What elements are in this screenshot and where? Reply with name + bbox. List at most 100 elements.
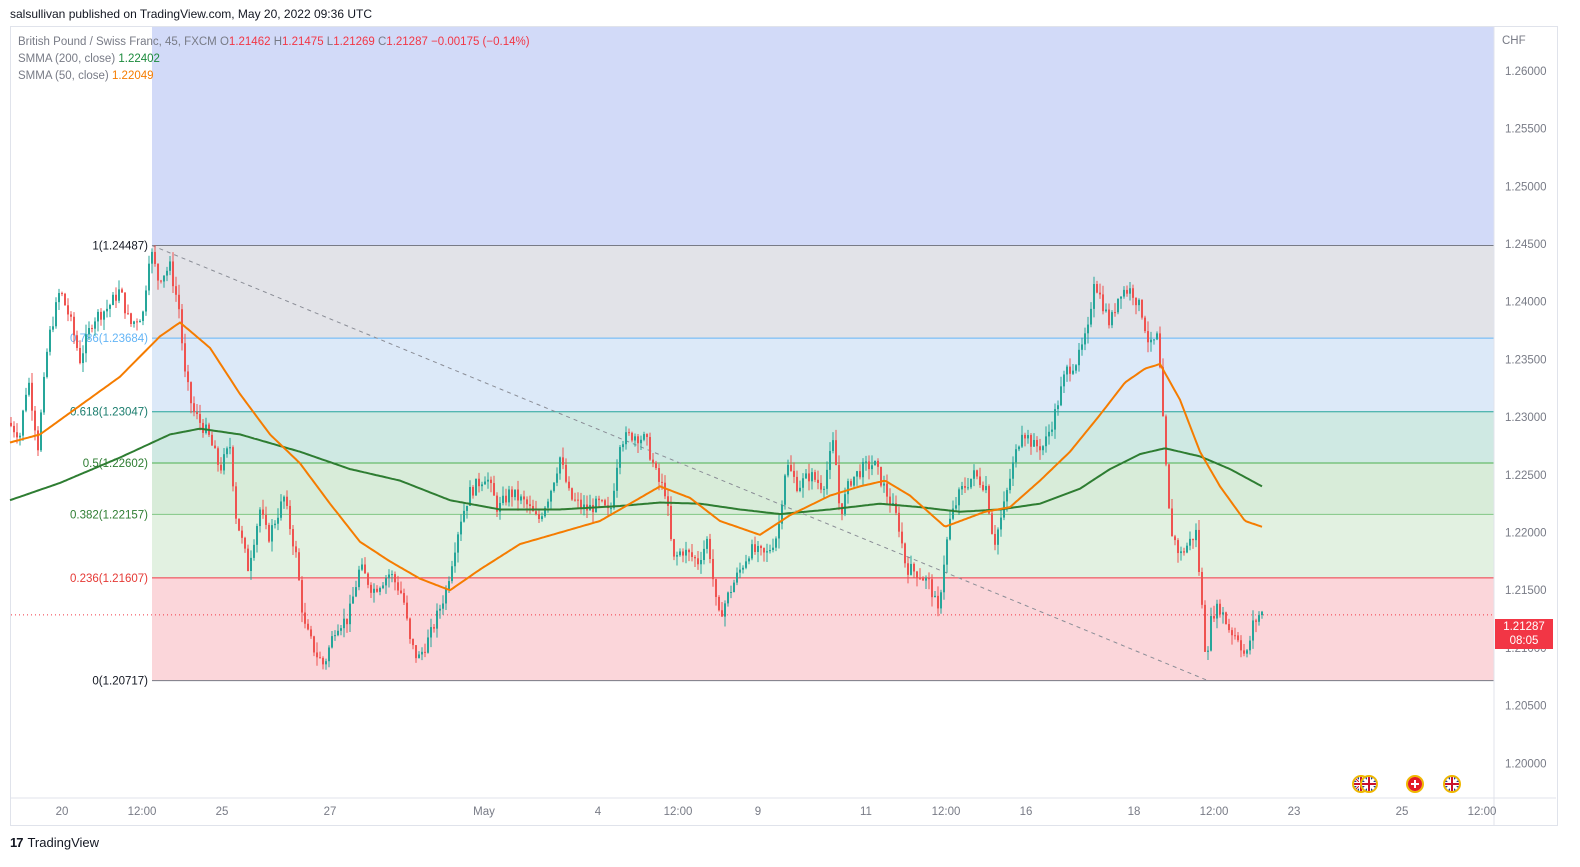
candle-body — [1078, 349, 1080, 366]
published-line: salsullivan published on TradingView.com… — [10, 7, 372, 21]
candle-body — [547, 501, 549, 508]
candle-body — [49, 329, 51, 352]
candle-body — [697, 558, 699, 565]
candle-body — [481, 484, 483, 487]
candle-body — [769, 550, 771, 552]
candle-body — [421, 651, 423, 655]
candle-body — [1147, 331, 1149, 343]
candle-body — [163, 275, 165, 282]
candle-body — [847, 481, 849, 495]
candle-body — [487, 479, 489, 482]
candle-body — [826, 469, 828, 489]
candle-body — [1045, 436, 1047, 447]
fib-label-0.786: 0.786(1.23684) — [70, 333, 148, 345]
candle-body — [253, 544, 255, 558]
candle-body — [94, 321, 96, 329]
candle-body — [58, 293, 60, 303]
candle-body — [772, 547, 774, 551]
candle-body — [220, 464, 222, 471]
candle-body — [25, 394, 27, 411]
legend-change: −0.00175 (−0.14%) — [431, 36, 530, 48]
time-tick-label: 25 — [216, 806, 229, 818]
candle-body — [1165, 416, 1167, 465]
candle-body — [1006, 490, 1008, 502]
candle-body — [580, 499, 582, 508]
candle-body — [316, 652, 318, 658]
candle-body — [304, 612, 306, 624]
candle-body — [502, 495, 504, 503]
candle-body — [334, 635, 336, 637]
legend-o-label: O — [219, 36, 229, 48]
candle-body — [265, 514, 267, 525]
fib-label-0.236: 0.236(1.21607) — [70, 573, 148, 585]
candle-body — [13, 425, 15, 433]
candle-body — [229, 447, 231, 449]
candle-body — [169, 261, 171, 271]
candle-body — [466, 505, 468, 511]
candle-body — [1051, 429, 1053, 432]
candle-body — [1030, 435, 1032, 447]
candle-body — [148, 263, 150, 291]
candle-body — [538, 514, 540, 520]
candle-body — [622, 444, 624, 448]
candle-body — [202, 422, 204, 433]
candle-body — [310, 629, 312, 637]
candle-body — [160, 280, 162, 282]
swiss-flag-icon[interactable] — [1406, 775, 1424, 793]
candle-body — [364, 564, 366, 574]
candle-body — [1063, 374, 1065, 387]
candle-body — [496, 495, 498, 512]
candle-body — [1195, 529, 1197, 541]
candle-body — [1150, 339, 1152, 343]
candle-body — [70, 314, 72, 317]
candle-body — [1153, 339, 1155, 341]
uk-flag-icon[interactable] — [1360, 775, 1378, 793]
candle-body — [124, 292, 126, 314]
candle-body — [523, 496, 525, 500]
candle-body — [454, 552, 456, 567]
candle-body — [355, 587, 357, 597]
time-tick-label: 11 — [860, 806, 872, 818]
candle-body — [553, 482, 555, 491]
candle-body — [1252, 620, 1254, 641]
candle-body — [415, 645, 417, 659]
candle-body — [604, 500, 606, 506]
candle-body — [1093, 284, 1095, 309]
candle-body — [1102, 294, 1104, 312]
candle-body — [517, 489, 519, 501]
tradingview-logo[interactable]: 17 TradingView — [10, 835, 99, 850]
candle-body — [136, 321, 138, 323]
candle-body — [676, 555, 678, 557]
candle-body — [19, 435, 21, 438]
candle-body — [1141, 299, 1143, 318]
candle-body — [379, 588, 381, 592]
candle-body — [1009, 478, 1011, 491]
candle-body — [1258, 615, 1260, 622]
candle-body — [1015, 449, 1017, 463]
candle-body — [142, 311, 144, 321]
candle-body — [1228, 624, 1230, 631]
time-tick-label: 4 — [595, 806, 602, 818]
candle-body — [1204, 604, 1206, 652]
candle-body — [982, 485, 984, 491]
legend-smma50-label: SMMA (50, close) — [18, 70, 109, 82]
candle-body — [1018, 446, 1020, 450]
candle-body — [37, 430, 39, 451]
uk-flag-icon[interactable] — [1443, 775, 1461, 793]
candle-body — [118, 289, 120, 301]
candle-body — [154, 251, 156, 264]
candle-body — [178, 294, 180, 310]
candle-body — [556, 473, 558, 483]
trend-line — [151, 245, 1209, 682]
legend-smma200-label: SMMA (200, close) — [18, 53, 116, 65]
candle-body — [751, 544, 753, 559]
candle-body — [577, 499, 579, 501]
candle-body — [961, 486, 963, 490]
candle-body — [280, 501, 282, 518]
candle-body — [631, 432, 633, 441]
candle-body — [682, 551, 684, 556]
fib-zone-0.786 — [152, 338, 1494, 412]
candle-body — [226, 448, 228, 455]
candle-body — [808, 473, 810, 482]
